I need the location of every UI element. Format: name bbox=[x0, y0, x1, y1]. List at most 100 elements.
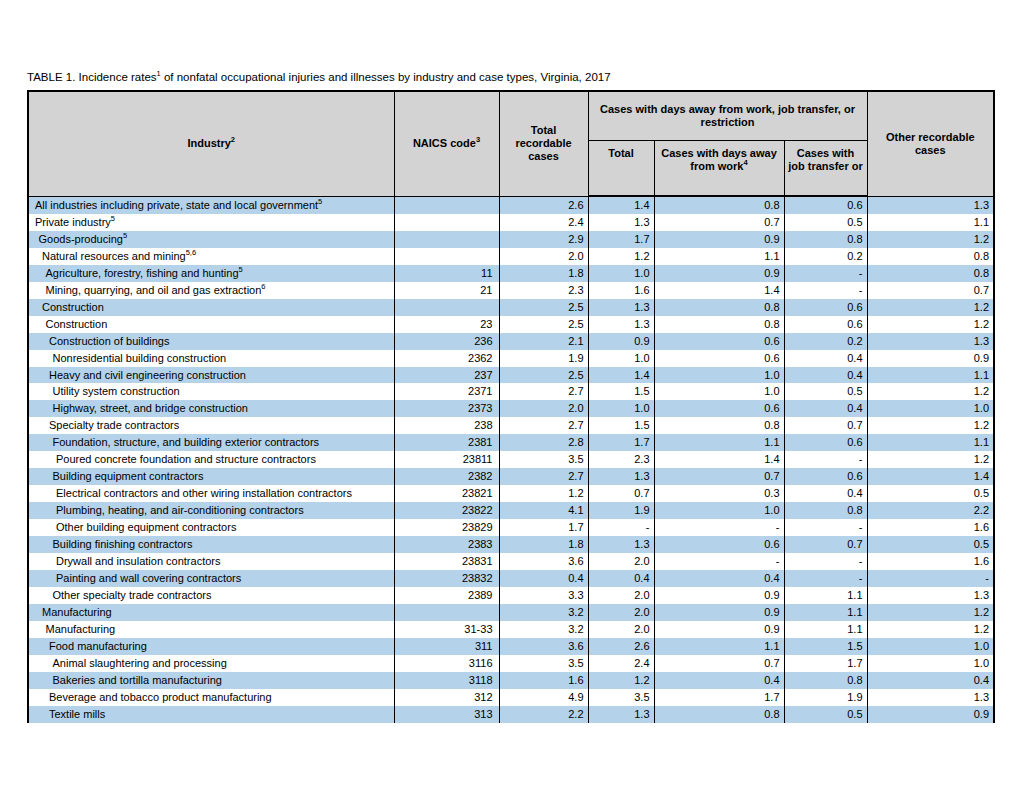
dafw-total-cell: 1.9 bbox=[588, 502, 654, 519]
naics-code-cell bbox=[394, 196, 499, 214]
other-recordable-cell: 0.9 bbox=[867, 706, 994, 723]
naics-code-cell: 238 bbox=[394, 417, 499, 434]
dafw-total-cell: 0.7 bbox=[588, 485, 654, 502]
other-recordable-cell: 1.2 bbox=[867, 604, 994, 621]
naics-code-cell: 2381 bbox=[394, 434, 499, 451]
total-recordable-cell: 1.9 bbox=[499, 350, 588, 367]
other-recordable-cell: 1.3 bbox=[867, 333, 994, 350]
naics-code-cell: 11 bbox=[394, 265, 499, 282]
table-row: Manufacturing31-333.22.00.91.11.2 bbox=[28, 621, 994, 638]
industry-cell: Construction bbox=[28, 299, 394, 316]
naics-code-cell: 3118 bbox=[394, 672, 499, 689]
industry-cell: Utility system construction bbox=[28, 383, 394, 400]
days-away-cell: 1.1 bbox=[654, 434, 784, 451]
job-transfer-cell: - bbox=[784, 570, 867, 587]
total-recordable-cell: 1.7 bbox=[499, 519, 588, 536]
total-recordable-cell: 2.8 bbox=[499, 434, 588, 451]
dafw-total-cell: 1.4 bbox=[588, 196, 654, 214]
table-title-text-rest: of nonfatal occupational injuries and il… bbox=[161, 71, 611, 83]
industry-cell: Specialty trade contractors bbox=[28, 417, 394, 434]
naics-code-cell: 2389 bbox=[394, 587, 499, 604]
table-row: Animal slaughtering and processing31163.… bbox=[28, 655, 994, 672]
naics-code-cell bbox=[394, 604, 499, 621]
naics-code-cell: 2373 bbox=[394, 400, 499, 417]
naics-code-cell: 31-33 bbox=[394, 621, 499, 638]
industry-cell: Agriculture, forestry, fishing and hunti… bbox=[28, 265, 394, 282]
table-row: All industries including private, state … bbox=[28, 196, 994, 214]
other-recordable-cell: 1.1 bbox=[867, 367, 994, 384]
dafw-total-cell: 1.0 bbox=[588, 265, 654, 282]
days-away-cell: 0.7 bbox=[654, 655, 784, 672]
naics-code-cell: 311 bbox=[394, 638, 499, 655]
total-recordable-cell: 3.6 bbox=[499, 553, 588, 570]
other-recordable-cell: 0.9 bbox=[867, 350, 994, 367]
job-transfer-cell: 0.8 bbox=[784, 502, 867, 519]
industry-cell: Construction bbox=[28, 316, 394, 333]
industry-cell: Drywall and insulation contractors bbox=[28, 553, 394, 570]
industry-cell: Manufacturing bbox=[28, 621, 394, 638]
days-away-cell: 0.6 bbox=[654, 536, 784, 553]
industry-footnote-mark: 5,6 bbox=[186, 248, 196, 257]
industry-footnote-mark: 5 bbox=[111, 214, 115, 223]
table-row: Construction of buildings2362.10.90.60.2… bbox=[28, 333, 994, 350]
total-recordable-cell: 2.9 bbox=[499, 231, 588, 248]
other-recordable-cell: 1.6 bbox=[867, 519, 994, 536]
other-recordable-cell: 1.6 bbox=[867, 553, 994, 570]
dafw-total-cell: 0.9 bbox=[588, 333, 654, 350]
table-row: Construction2.51.30.80.61.2 bbox=[28, 299, 994, 316]
total-recordable-cell: 3.5 bbox=[499, 451, 588, 468]
other-recordable-cell: 1.2 bbox=[867, 231, 994, 248]
dafw-total-cell: 3.5 bbox=[588, 689, 654, 706]
industry-footnote-mark: 5 bbox=[123, 231, 127, 240]
industry-cell: Other building equipment contractors bbox=[28, 519, 394, 536]
job-transfer-cell: 0.4 bbox=[784, 485, 867, 502]
table-body: All industries including private, state … bbox=[28, 196, 994, 723]
naics-code-cell: 312 bbox=[394, 689, 499, 706]
days-away-cell: 0.8 bbox=[654, 316, 784, 333]
column-header-other-recordable-cases: Other recordable cases bbox=[867, 91, 994, 196]
dafw-total-cell: 2.0 bbox=[588, 553, 654, 570]
total-recordable-cell: 1.2 bbox=[499, 485, 588, 502]
other-recordable-cell: 1.1 bbox=[867, 214, 994, 231]
total-recordable-cell: 2.5 bbox=[499, 299, 588, 316]
total-recordable-cell: 2.0 bbox=[499, 400, 588, 417]
job-transfer-cell: 0.2 bbox=[784, 333, 867, 350]
job-transfer-cell: 0.2 bbox=[784, 248, 867, 265]
table-row: Food manufacturing3113.62.61.11.51.0 bbox=[28, 638, 994, 655]
dafw-total-cell: 1.0 bbox=[588, 350, 654, 367]
other-recordable-cell: 0.8 bbox=[867, 248, 994, 265]
dafw-total-cell: 1.3 bbox=[588, 468, 654, 485]
days-away-cell: 0.6 bbox=[654, 400, 784, 417]
naics-header-footnote-mark: 3 bbox=[476, 136, 480, 145]
table-row: Mining, quarrying, and oil and gas extra… bbox=[28, 282, 994, 299]
other-recordable-cell: 1.2 bbox=[867, 316, 994, 333]
job-transfer-cell: 0.5 bbox=[784, 706, 867, 723]
total-recordable-cell: 4.1 bbox=[499, 502, 588, 519]
table-row: Natural resources and mining5,62.01.21.1… bbox=[28, 248, 994, 265]
industry-cell: Plumbing, heating, and air-conditioning … bbox=[28, 502, 394, 519]
total-recordable-cell: 2.7 bbox=[499, 468, 588, 485]
days-away-cell: 1.1 bbox=[654, 248, 784, 265]
other-recordable-cell: 1.0 bbox=[867, 655, 994, 672]
table-row: Building equipment contractors23822.71.3… bbox=[28, 468, 994, 485]
table-row: Heavy and civil engineering construction… bbox=[28, 367, 994, 384]
days-away-cell: 1.4 bbox=[654, 451, 784, 468]
naics-code-cell: 237 bbox=[394, 367, 499, 384]
table-row: Bakeries and tortilla manufacturing31181… bbox=[28, 672, 994, 689]
table-row: Building finishing contractors23831.81.3… bbox=[28, 536, 994, 553]
industry-footnote-mark: 6 bbox=[261, 282, 265, 291]
job-transfer-cell: 0.6 bbox=[784, 316, 867, 333]
table-row: Goods-producing52.91.70.90.81.2 bbox=[28, 231, 994, 248]
naics-code-cell: 236 bbox=[394, 333, 499, 350]
job-transfer-cell: 0.8 bbox=[784, 231, 867, 248]
industry-header-footnote-mark: 2 bbox=[231, 136, 235, 145]
job-transfer-cell: 0.8 bbox=[784, 672, 867, 689]
dafw-total-cell: 1.6 bbox=[588, 282, 654, 299]
table-row: Electrical contractors and other wiring … bbox=[28, 485, 994, 502]
total-recordable-cell: 3.3 bbox=[499, 587, 588, 604]
dafw-total-cell: - bbox=[588, 519, 654, 536]
dafw-total-cell: 1.7 bbox=[588, 231, 654, 248]
dafw-total-cell: 1.2 bbox=[588, 248, 654, 265]
days-away-cell: 0.9 bbox=[654, 265, 784, 282]
dafw-total-cell: 1.5 bbox=[588, 417, 654, 434]
